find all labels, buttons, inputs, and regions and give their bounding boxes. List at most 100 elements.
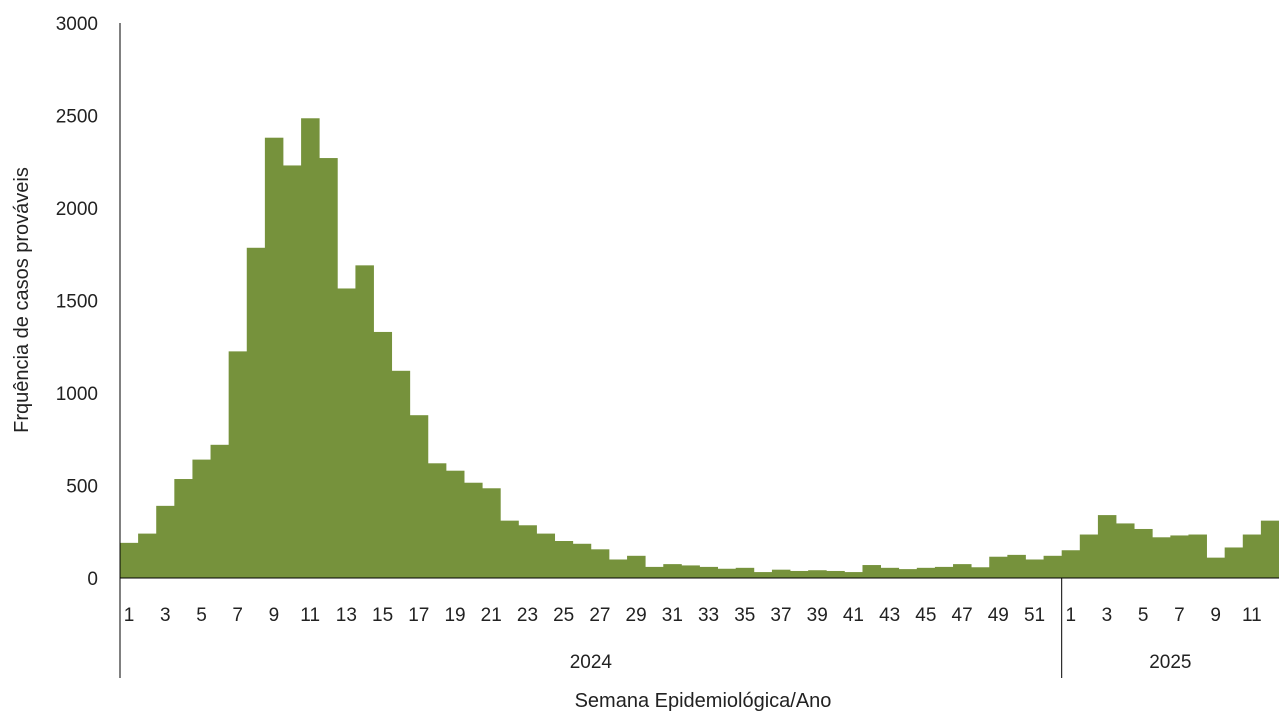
bar [518,525,537,578]
x-tick-label: 5 [196,605,207,626]
bar [500,520,519,578]
x-tick-label: 41 [843,605,864,626]
bar [482,488,501,578]
bar [590,549,610,578]
x-tick-label: 9 [1210,605,1221,626]
x-tick-label: 1 [124,605,135,626]
x-axis-groups: 2024 2025 [119,578,1191,678]
bar [337,288,356,578]
x-tick-label: 9 [269,605,280,626]
x-tick-label: 45 [915,605,936,626]
group-label: 2024 [570,652,613,673]
bar [1260,520,1279,578]
x-tick-label: 33 [698,605,719,626]
bar [409,415,429,578]
x-tick-label: 15 [372,605,393,626]
bar [554,541,574,578]
bar [880,567,900,578]
bar [1134,528,1153,578]
bar [192,459,211,578]
bar [536,533,556,578]
group-label: 2025 [1149,652,1191,673]
x-tick-label: 17 [408,605,429,626]
bar [1007,554,1026,578]
bar [282,165,302,578]
x-tick-label: 47 [952,605,973,626]
x-tick-label: 27 [589,605,610,626]
bar [355,265,374,578]
bar [790,570,809,578]
bar [572,543,592,578]
bar [989,556,1008,578]
bar [753,572,773,578]
bar [681,565,700,578]
y-axis-label: Frquência de casos prováveis [11,167,33,433]
bar [663,564,682,578]
bar [1061,550,1081,578]
y-axis-ticks: 0 500 1000 1500 2000 2500 3000 [56,14,98,590]
y-tick-label: 1000 [56,384,98,405]
bar [210,444,230,578]
bar [1242,534,1262,578]
bar [1206,557,1226,578]
bar [717,568,737,578]
bar [1188,534,1207,578]
x-tick-label: 7 [1174,605,1185,626]
x-tick-label: 11 [300,605,320,626]
y-tick-label: 2000 [56,199,98,220]
y-tick-label: 500 [66,477,98,498]
x-tick-label: 31 [662,605,683,626]
bar [156,505,175,578]
bar [808,570,827,578]
bar [916,567,936,578]
y-tick-label: 0 [87,569,98,590]
x-tick-label: 5 [1138,605,1149,626]
bar [1224,547,1244,578]
bar [120,542,139,578]
x-tick-label: 37 [770,605,791,626]
bar [464,482,483,578]
bar [445,470,465,578]
bar [1116,523,1135,578]
bars [120,118,1279,579]
bar [735,567,755,578]
bar [1152,537,1171,578]
bar [373,331,393,578]
bar [699,566,719,578]
x-tick-label: 43 [879,605,900,626]
x-tick-label: 1 [1065,605,1076,626]
bar [246,247,266,578]
bar [1097,515,1117,578]
y-tick-label: 2500 [56,107,98,128]
y-tick-label: 3000 [56,14,98,35]
bar [228,351,248,578]
x-tick-label: 23 [517,605,538,626]
bar [608,559,628,578]
bar [391,370,411,578]
bar [1079,534,1099,578]
x-axis-label: Semana Epidemiológica/Ano [575,690,832,712]
bar [771,569,791,578]
x-tick-label: 3 [1102,605,1113,626]
x-tick-label: 13 [336,605,357,626]
bar [971,567,990,578]
bar [138,533,157,578]
bar [953,564,972,578]
bar [862,565,881,578]
bar [645,566,664,578]
bar [301,118,320,579]
x-axis-ticks: 1 3 5 7 9 11 13 15 17 19 21 23 25 27 29 31 33 35 37 39 41 43 4… [124,605,1262,626]
bar [898,569,918,578]
x-tick-label: 3 [160,605,171,626]
bar [844,572,863,578]
x-tick-label: 21 [481,605,502,626]
x-tick-label: 35 [734,605,755,626]
bar [319,158,338,579]
bar [627,555,646,578]
bar [264,137,284,578]
x-tick-label: 49 [988,605,1009,626]
bar [934,566,954,578]
bar [427,463,447,578]
